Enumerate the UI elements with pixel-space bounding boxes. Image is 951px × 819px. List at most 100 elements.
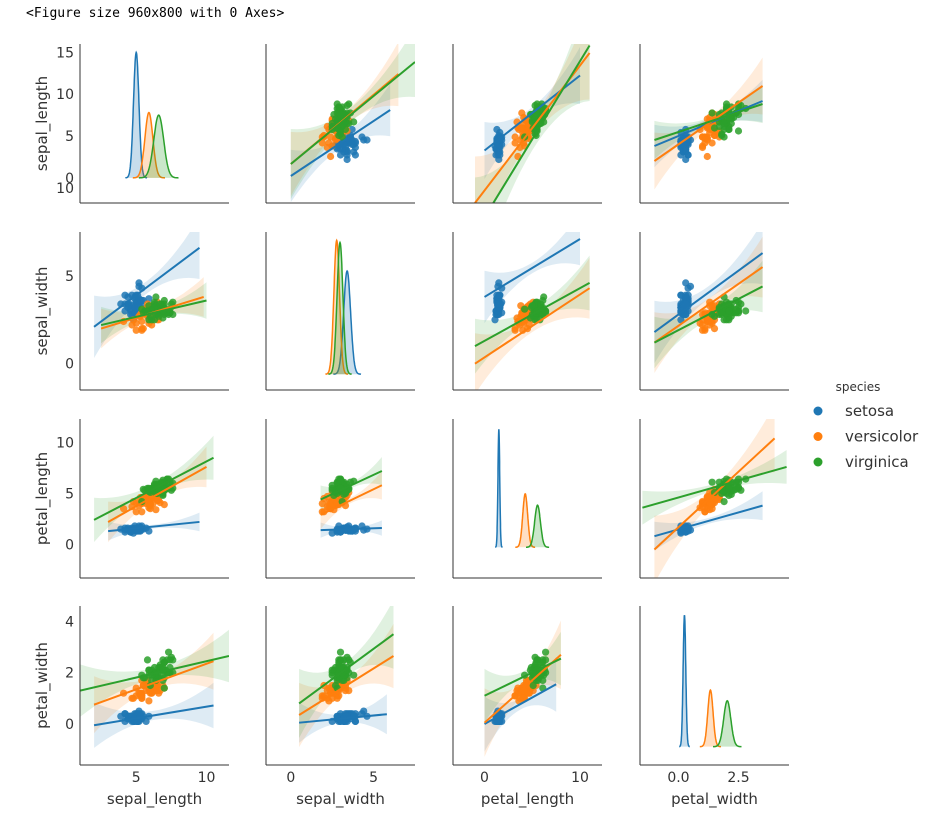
- kde-line-versicolor: [515, 492, 536, 548]
- point-setosa: [351, 151, 359, 159]
- x-axis-label: sepal_width: [296, 790, 385, 809]
- kde-fill-versicolor: [699, 690, 721, 747]
- point-virginica: [725, 316, 733, 324]
- point-versicolor: [146, 502, 154, 510]
- kde-line-versicolor: [325, 238, 349, 375]
- legend-marker-virginica: [813, 457, 823, 467]
- point-setosa: [677, 151, 685, 159]
- point-versicolor: [517, 124, 525, 132]
- point-setosa: [677, 291, 685, 299]
- point-versicolor: [156, 499, 164, 507]
- regression-line-setosa: [290, 109, 391, 177]
- point-setosa: [351, 137, 359, 146]
- y-tick-label: 10: [56, 181, 74, 197]
- kde-fill-setosa: [125, 52, 148, 178]
- y-axis-label: petal_length: [33, 452, 52, 545]
- legend-label-versicolor: versicolor: [845, 428, 919, 446]
- regression-line-setosa: [484, 238, 581, 298]
- point-virginica: [720, 498, 728, 506]
- regression-line-virginica: [320, 470, 383, 501]
- ci-band-setosa: [654, 232, 763, 364]
- point-virginica: [160, 684, 168, 692]
- panel-sepal_width-vs-sepal_length: 0 5 10 sepal_width: [33, 181, 229, 391]
- point-virginica: [331, 115, 340, 123]
- x-tick-label: 10: [571, 770, 589, 786]
- kde-line-setosa: [494, 429, 503, 548]
- kde-line-virginica: [713, 699, 742, 748]
- regression-line-virginica: [474, 282, 591, 347]
- kde-line-virginica: [526, 504, 550, 548]
- point-versicolor: [128, 321, 136, 329]
- regression-line-virginica: [653, 285, 764, 344]
- y-axis-label: sepal_length: [33, 76, 52, 171]
- x-axis-label: petal_length: [481, 790, 574, 809]
- point-virginica: [160, 658, 168, 667]
- point-versicolor: [341, 687, 350, 695]
- point-setosa: [496, 128, 504, 137]
- point-versicolor: [145, 697, 153, 705]
- point-virginica: [156, 300, 164, 308]
- point-virginica: [166, 656, 174, 664]
- point-versicolor: [511, 133, 519, 141]
- regression-line-versicolor: [107, 466, 207, 523]
- point-virginica: [734, 127, 743, 135]
- ci-band-setosa: [484, 232, 580, 324]
- point-virginica: [336, 110, 345, 119]
- regression-line-versicolor: [653, 437, 776, 551]
- point-versicolor: [698, 503, 707, 511]
- point-virginica: [328, 484, 336, 492]
- legend-label-virginica: virginica: [845, 453, 909, 471]
- point-virginica: [734, 307, 743, 315]
- regression-line-setosa: [93, 704, 214, 727]
- point-virginica: [521, 305, 529, 313]
- regression-line-versicolor: [320, 484, 383, 516]
- panel-sepal_width-vs-petal_length: [452, 232, 602, 391]
- point-setosa: [343, 155, 351, 164]
- y-tick-label: 10: [56, 435, 74, 451]
- point-versicolor: [511, 139, 519, 147]
- point-virginica: [537, 300, 545, 308]
- panel-petal_length-vs-petal_length: [452, 419, 602, 579]
- point-setosa: [492, 307, 500, 315]
- point-setosa: [135, 282, 143, 290]
- kde-fill-setosa: [333, 271, 361, 375]
- point-versicolor: [138, 326, 146, 334]
- regression-line-setosa: [108, 520, 200, 533]
- kde-fill-virginica: [525, 505, 550, 548]
- point-virginica: [734, 103, 743, 111]
- point-virginica: [145, 666, 153, 674]
- point-setosa: [360, 136, 368, 144]
- point-setosa: [496, 151, 504, 159]
- x-tick-label: 2.5: [727, 770, 749, 786]
- point-versicolor: [138, 508, 146, 516]
- point-versicolor: [698, 321, 707, 329]
- regression-line-setosa: [299, 713, 387, 724]
- panel-petal_width-vs-petal_width: 0.0 2.5 petal_width: [639, 606, 789, 809]
- point-virginica: [725, 307, 733, 315]
- regression-line-setosa: [484, 683, 557, 725]
- point-virginica: [718, 131, 726, 140]
- point-virginica: [529, 681, 537, 690]
- y-tick-label: 0: [65, 717, 74, 733]
- kde-line-setosa: [679, 614, 691, 748]
- ci-band-virginica: [290, 44, 415, 199]
- point-virginica: [336, 476, 345, 484]
- panel-petal_width-vs-petal_length: 0 10 petal_length: [452, 606, 602, 809]
- point-versicolor: [327, 152, 335, 161]
- y-tick-label: 5: [65, 269, 74, 285]
- point-versicolor: [710, 325, 719, 333]
- panel-petal_length-vs-sepal_width: [265, 419, 415, 579]
- regression-line-versicolor: [483, 653, 562, 724]
- point-versicolor: [128, 694, 136, 702]
- point-virginica: [710, 488, 719, 496]
- point-virginica: [542, 648, 550, 656]
- x-tick-label: 5: [132, 770, 141, 786]
- kde-fill-versicolor: [132, 112, 165, 178]
- kde-fill-versicolor: [515, 493, 536, 548]
- point-virginica: [328, 666, 336, 674]
- point-setosa: [686, 282, 695, 290]
- kde-line-setosa: [125, 50, 148, 179]
- point-versicolor: [138, 694, 146, 702]
- point-virginica: [533, 656, 541, 664]
